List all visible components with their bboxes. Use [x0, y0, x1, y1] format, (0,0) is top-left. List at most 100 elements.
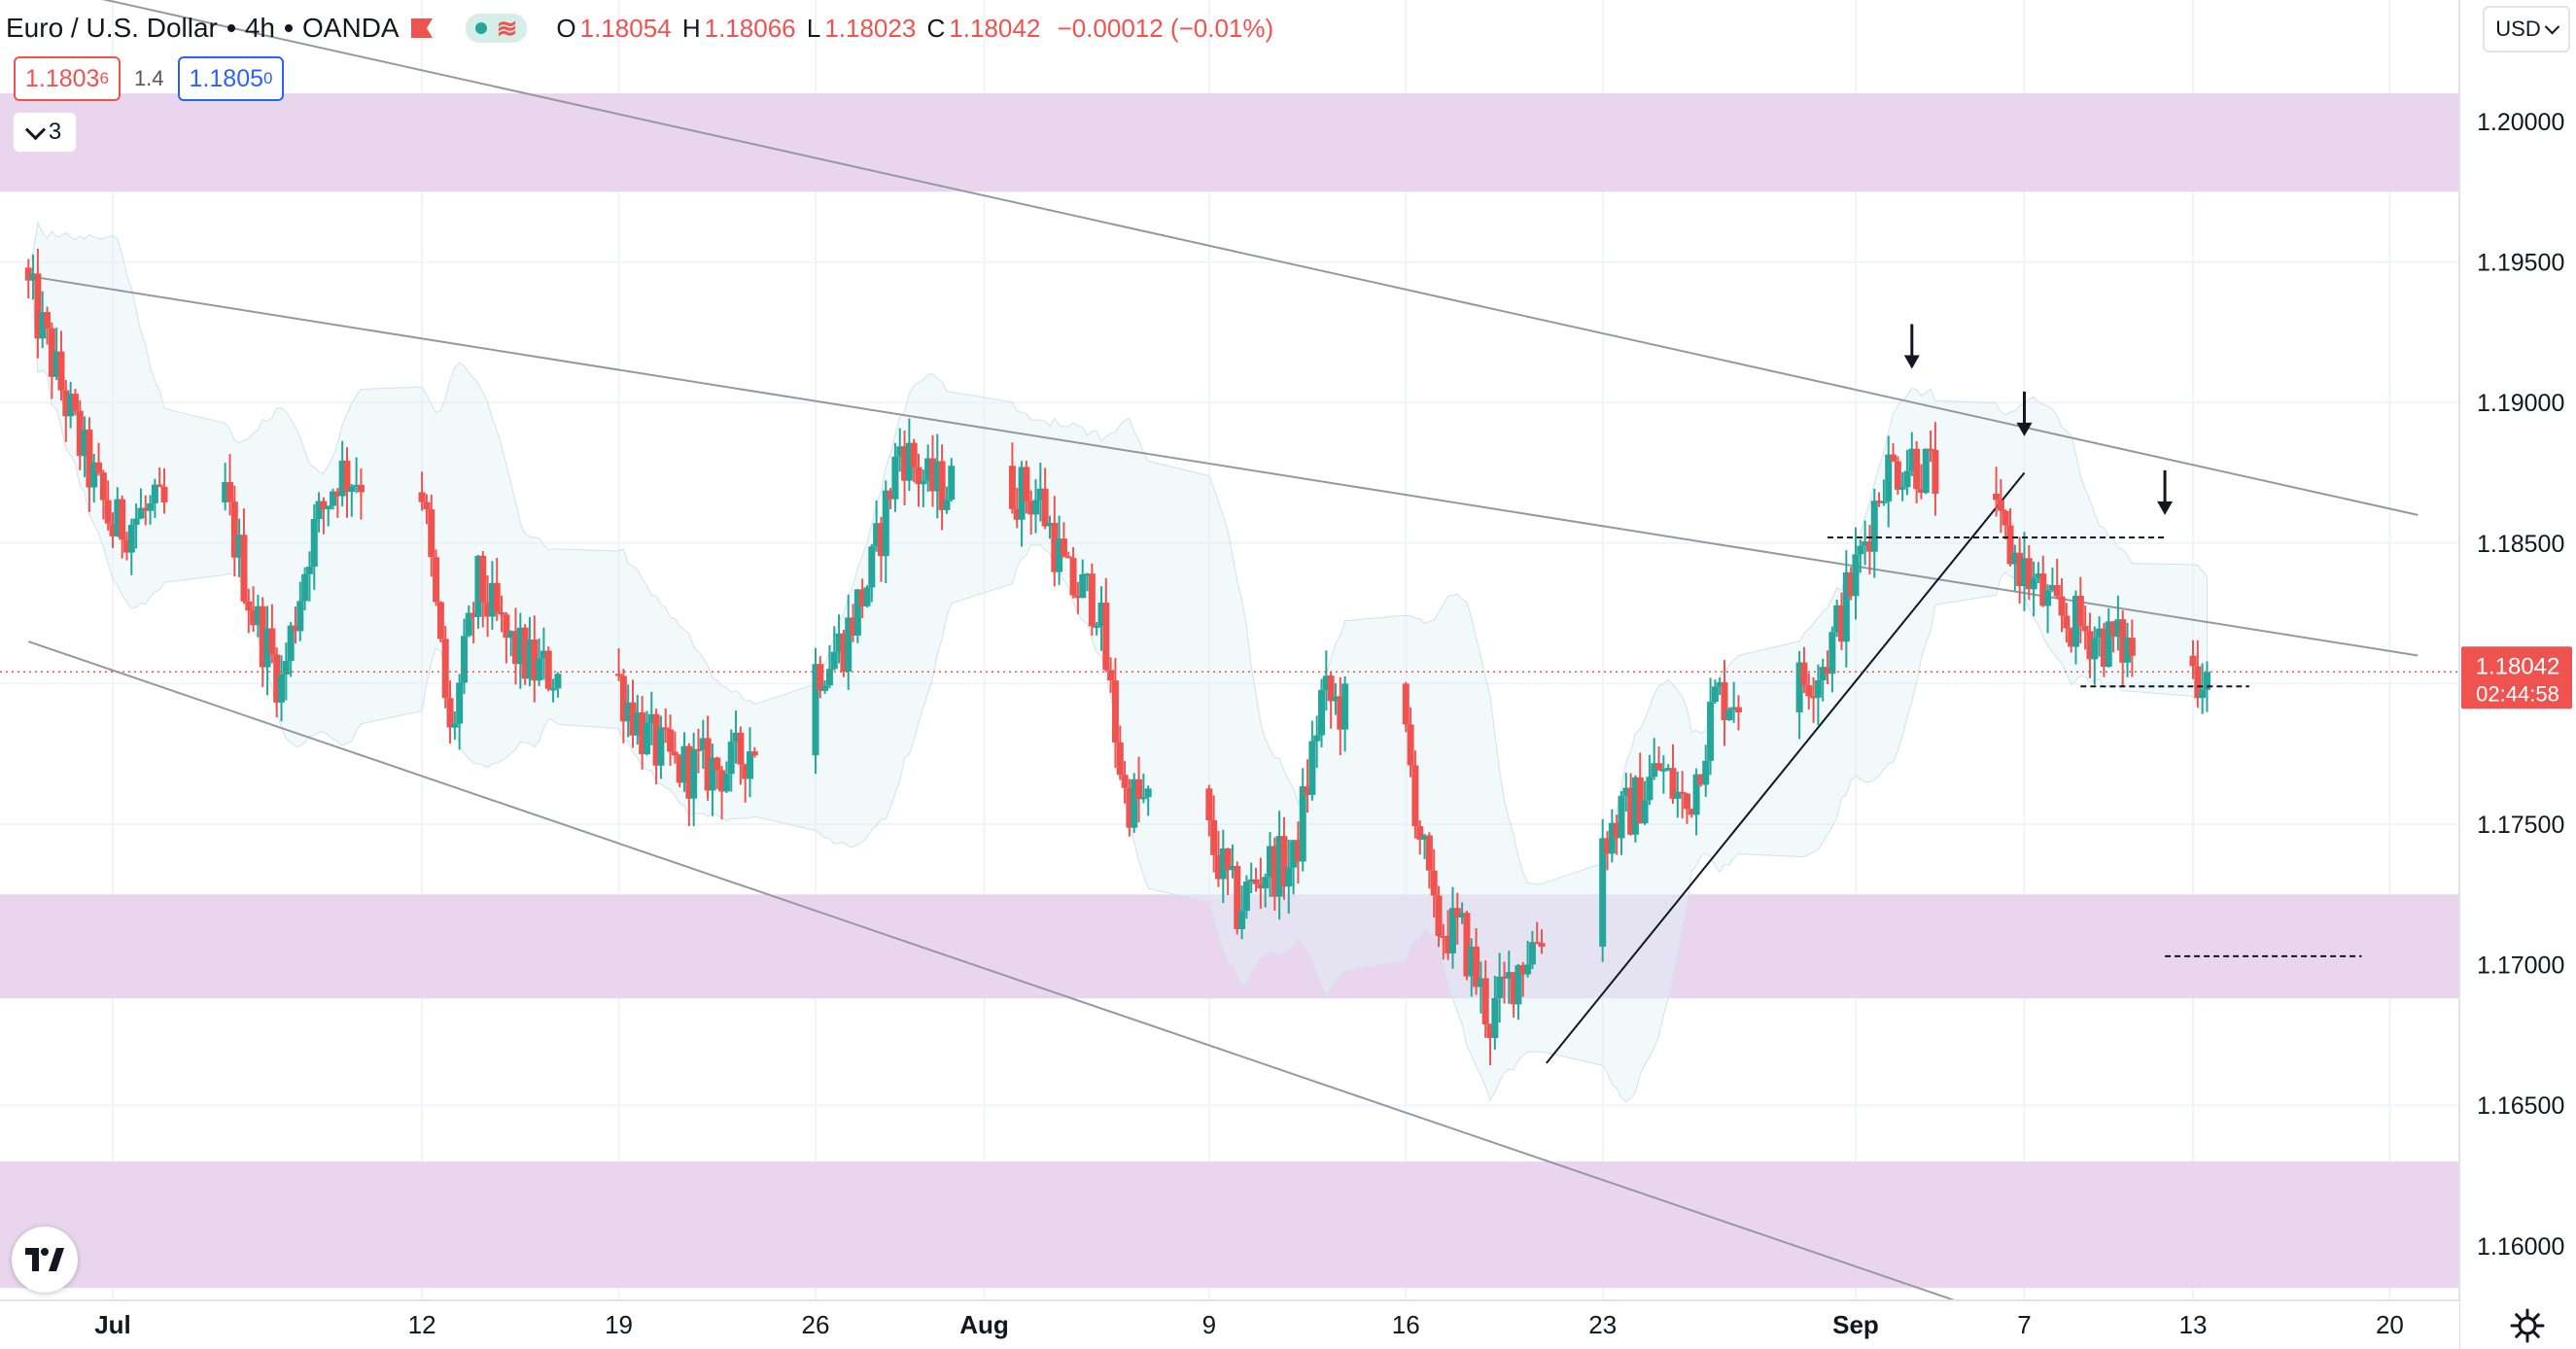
candle-body [1252, 879, 1260, 884]
candle [2124, 622, 2132, 677]
candle-body [90, 462, 98, 488]
candle-body [643, 722, 650, 754]
currency-dropdown[interactable]: USD [2483, 6, 2570, 52]
low-value: 1.18023 [824, 13, 917, 43]
candle [441, 625, 449, 709]
market-status-toggle[interactable]: ≋ [465, 14, 528, 43]
levels [0, 536, 2459, 957]
candle-body [850, 617, 857, 636]
candle-body [887, 490, 894, 500]
candle-body [1885, 454, 1893, 502]
candle [1922, 448, 1930, 495]
candle-body [1430, 870, 1438, 896]
open-label: O [556, 13, 576, 43]
candle-body [423, 502, 431, 510]
candle-body [1917, 489, 1925, 494]
exchange-label[interactable]: OANDA [302, 13, 400, 43]
candle [1800, 646, 1808, 694]
candle [2048, 567, 2056, 593]
candle [667, 714, 675, 767]
candle-body [1721, 682, 1728, 721]
candle-body [1131, 778, 1138, 828]
candle [1018, 461, 1026, 547]
candle [1280, 816, 1288, 900]
candle [1669, 744, 1677, 805]
candle-body [488, 582, 496, 617]
flag-icon[interactable] [410, 18, 433, 38]
candle-body [338, 460, 346, 497]
candle-body [67, 394, 75, 417]
candle-body [905, 442, 913, 481]
candle [1721, 659, 1728, 746]
candle [737, 726, 745, 785]
candle [1707, 677, 1715, 776]
candle [634, 695, 642, 745]
tradingview-logo[interactable] [12, 1227, 78, 1293]
candle-body [1453, 908, 1461, 917]
candle-body [554, 674, 562, 689]
candle [1318, 678, 1326, 748]
interval-label[interactable]: 4h [244, 13, 276, 43]
candle [1074, 581, 1082, 614]
candle [1046, 515, 1054, 539]
candle [1468, 938, 1476, 997]
candle [657, 715, 665, 779]
candle-body [901, 446, 909, 481]
candle-body [104, 500, 112, 524]
candle-body [1908, 448, 1916, 471]
candle-body [1795, 662, 1803, 712]
candle [1824, 650, 1831, 685]
candle-body [1247, 879, 1255, 882]
candle [2086, 612, 2094, 678]
buy-button[interactable]: 1.1805 0 [177, 56, 285, 101]
candle-body [296, 601, 304, 632]
candle [1041, 467, 1049, 530]
candle [2053, 558, 2061, 600]
candle-body [1257, 883, 1265, 889]
indicators-collapse-button[interactable]: 3 [14, 113, 76, 152]
time-tick-label: 13 [2179, 1310, 2208, 1339]
candle [1290, 840, 1298, 895]
candle [1448, 886, 1456, 969]
last-price-value: 1.18042 [2476, 653, 2560, 679]
sell-button[interactable]: 1.1803 6 [14, 56, 121, 101]
candle [147, 495, 155, 525]
candle [333, 487, 341, 518]
candle-body [325, 505, 332, 510]
candle-body [1664, 768, 1672, 771]
candle-body [1819, 667, 1827, 680]
candle-body [840, 633, 848, 672]
candle [95, 442, 103, 476]
candle [222, 463, 229, 511]
candle-body [301, 573, 309, 602]
candle [938, 444, 946, 531]
candle [71, 389, 79, 416]
candle [1252, 867, 1260, 892]
candle-body [357, 484, 365, 493]
candle-body [1088, 573, 1096, 627]
price-tick-label: 1.19000 [2477, 390, 2564, 417]
candle-body [142, 507, 150, 511]
price-tick-label: 1.17500 [2477, 812, 2564, 839]
candle [1692, 768, 1700, 836]
candle-body [1725, 709, 1733, 721]
candle-body [1604, 838, 1612, 854]
candle [901, 430, 909, 506]
candle-body [1505, 972, 1513, 979]
candle-body [1674, 791, 1682, 799]
candle-body [910, 442, 918, 467]
candle-body [245, 601, 253, 611]
candle [1655, 746, 1663, 771]
candle [423, 494, 431, 525]
candle [512, 607, 520, 685]
symbol-title[interactable]: Euro / U.S. Dollar [6, 13, 218, 43]
candle [544, 646, 552, 692]
candle-body [2091, 638, 2099, 660]
gear-icon[interactable] [2510, 1308, 2545, 1343]
candle [812, 647, 819, 775]
candle-body [1046, 522, 1054, 527]
candle [2039, 555, 2047, 607]
candle [1271, 837, 1278, 911]
